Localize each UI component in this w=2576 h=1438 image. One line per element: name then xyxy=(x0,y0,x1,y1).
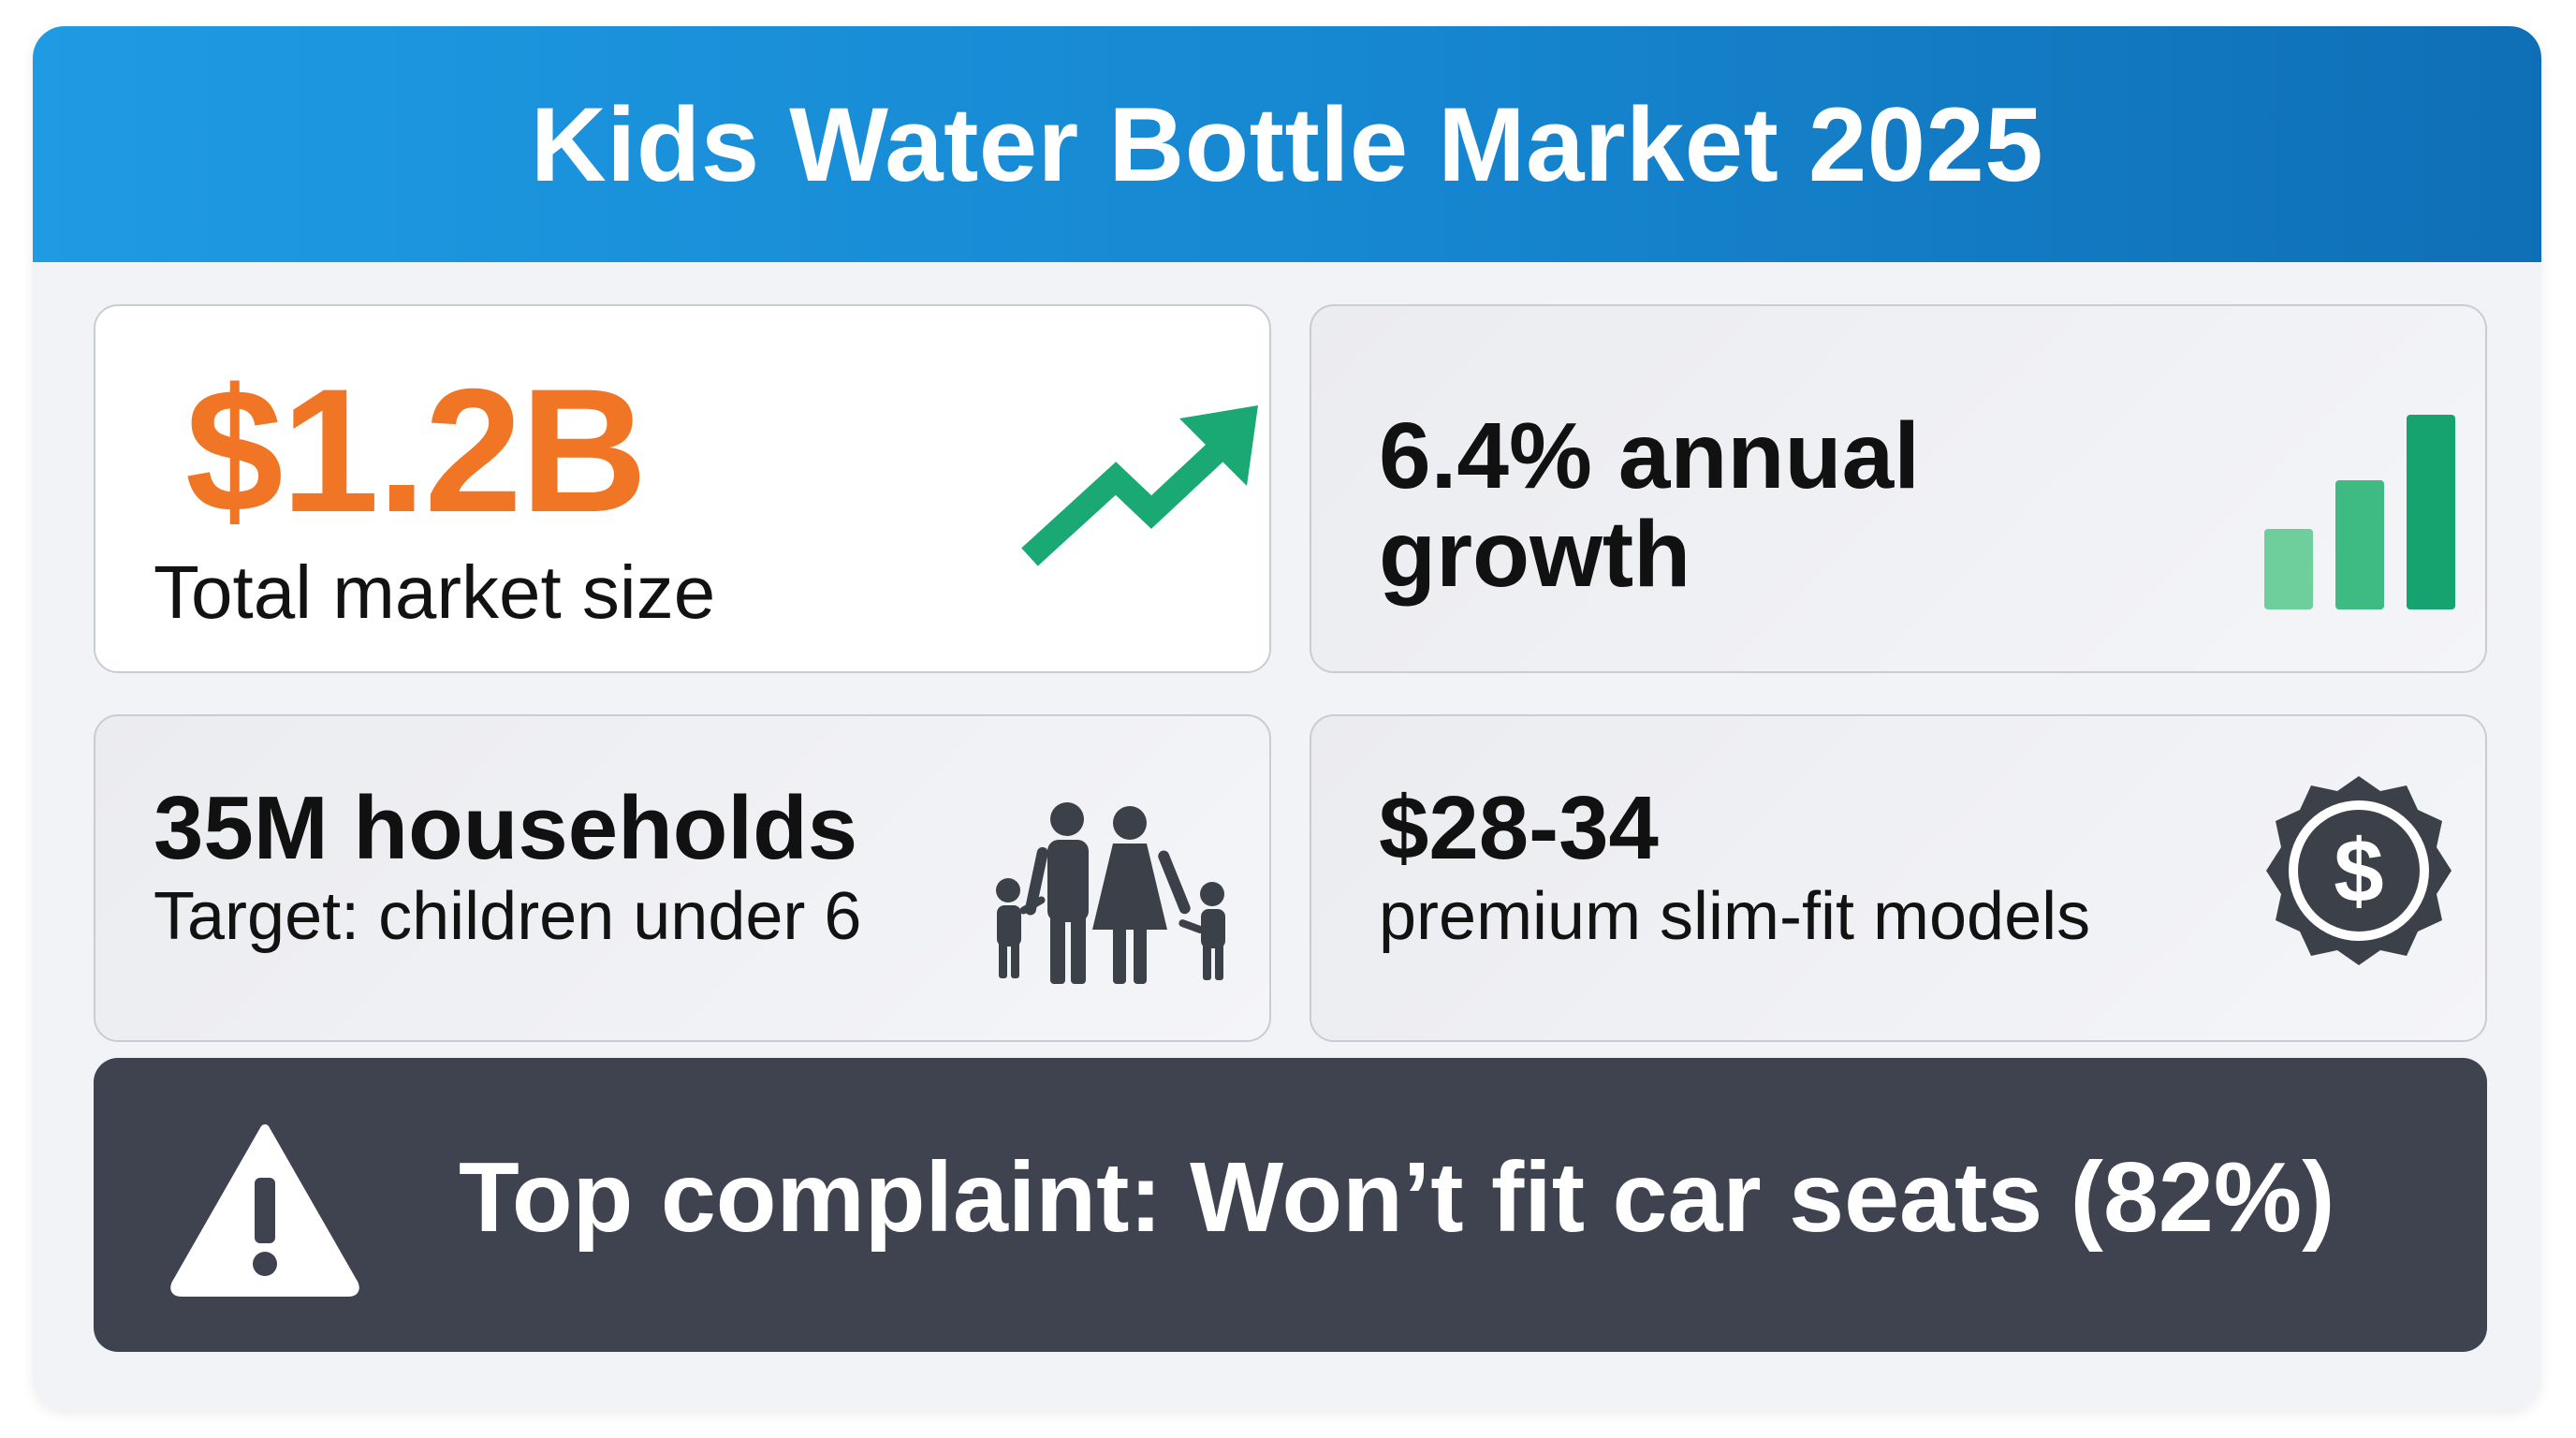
market-size-tile: $1.2B Total market size xyxy=(94,304,1271,673)
bar-chart-icon xyxy=(2264,415,2455,609)
bar-tall xyxy=(2407,415,2455,609)
page-title: Kids Water Bottle Market 2025 xyxy=(530,85,2044,203)
bar-short xyxy=(2264,529,2313,609)
top-complaint-text: Top complaint: Won’t fit car seats (82%) xyxy=(459,1142,2335,1253)
dollar-badge-icon: $ xyxy=(2266,776,2452,965)
households-tile: 35M households Target: children under 6 xyxy=(94,714,1271,1042)
price-tile: $28-34 premium slim-fit models $ xyxy=(1310,714,2487,1042)
trend-up-arrow-icon xyxy=(1021,405,1258,566)
header-banner: Kids Water Bottle Market 2025 xyxy=(33,26,2541,262)
warning-icon xyxy=(170,1124,359,1297)
top-complaint-banner: Top complaint: Won’t fit car seats (82%) xyxy=(94,1058,2487,1352)
growth-tile: 6.4% annual growth xyxy=(1310,304,2487,673)
price-value: $28-34 xyxy=(1379,778,1659,878)
svg-text:$: $ xyxy=(2334,821,2383,921)
households-value: 35M households xyxy=(154,778,858,878)
market-size-value: $1.2B xyxy=(185,352,648,549)
market-size-label: Total market size xyxy=(154,550,716,634)
family-icon xyxy=(996,802,1225,984)
households-label: Target: children under 6 xyxy=(154,879,862,954)
price-label: premium slim-fit models xyxy=(1379,879,2091,954)
bar-medium xyxy=(2335,480,2384,609)
infographic-card: Kids Water Bottle Market 2025 $1.2B Tota… xyxy=(33,26,2541,1410)
growth-value: 6.4% annual growth xyxy=(1379,404,1920,607)
